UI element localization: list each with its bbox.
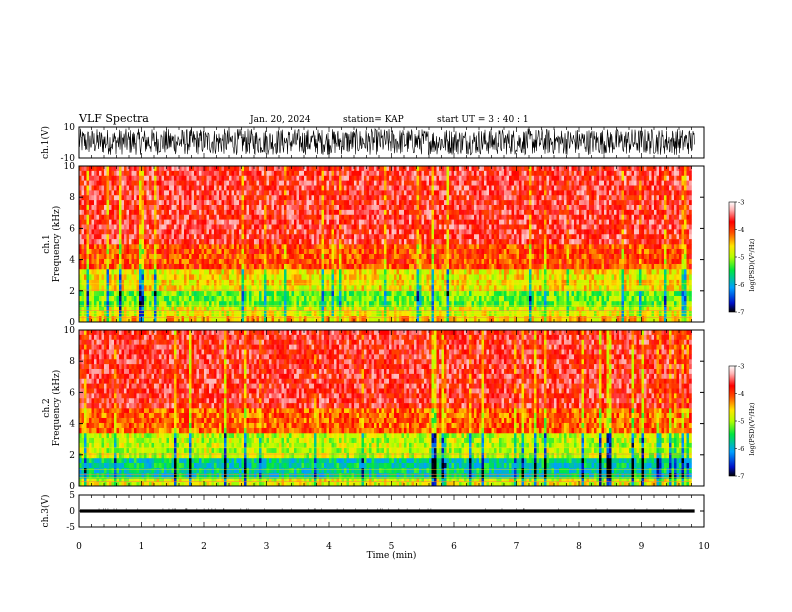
ch1-waveform-trace xyxy=(78,128,695,156)
ch1-spec-ytick-label: 2 xyxy=(69,287,75,297)
ch1-spectrogram-image xyxy=(79,166,704,322)
ch3-waveform-trace xyxy=(80,509,695,513)
ch1-spec-ytick-label: 10 xyxy=(64,162,76,172)
x-tick-label: 4 xyxy=(326,542,332,552)
ch1-colorbar: -3 -4 -5 -6 -7 log(PSD)(V²/Hz) xyxy=(728,199,756,317)
ch2-spec-ytick-label: 4 xyxy=(69,420,75,430)
ch2-spectrogram-image xyxy=(79,330,704,486)
x-tick-label: 2 xyxy=(201,542,207,552)
ch1-wave-ytick-label: -10 xyxy=(61,154,76,164)
ch3-wave-ytick-label: -5 xyxy=(66,523,75,533)
ch2-spec-ytick-label: 6 xyxy=(69,388,75,398)
x-axis-label: Time (min) xyxy=(367,550,417,561)
x-tick-label: 5 xyxy=(389,542,395,552)
ch1-colorbar-tick-label: -5 xyxy=(738,254,744,262)
ch1-colorbar-tick-label: -6 xyxy=(738,281,744,289)
ch1-spec-ytick-label: 8 xyxy=(69,193,75,203)
ch2-colorbar-tick-label: -7 xyxy=(738,473,744,481)
ch1-colorbar-scale xyxy=(728,201,736,313)
ch1-spec-ytick-label: 4 xyxy=(69,256,75,266)
ch2-colorbar-tick-label: -3 xyxy=(738,363,744,371)
date-label: Jan. 20, 2024 xyxy=(249,115,311,125)
ch2-spec-ytick-label: 2 xyxy=(69,451,75,461)
ch2-spec-ytick-label: 8 xyxy=(69,357,75,367)
ch1-colorbar-tick-label: -3 xyxy=(738,199,744,207)
x-tick-label: 10 xyxy=(698,542,710,552)
ch1-waveform-panel: 10 -10 ch.1(V) xyxy=(40,123,705,164)
x-tick-label: 3 xyxy=(264,542,270,552)
ch2-spec-ytick-label: 10 xyxy=(64,326,76,336)
ch3-waveform-panel: 5 0 -5 ch.3(V) xyxy=(40,491,705,533)
station-label: station= KAP xyxy=(343,115,404,125)
ch2-colorbar-tick-label: -4 xyxy=(738,390,744,398)
x-tick-label: 6 xyxy=(451,542,457,552)
ch2-colorbar: -3 -4 -5 -6 -7 log(PSD)(V²/Hz) xyxy=(728,363,756,481)
ch2-colorbar-tick-label: -5 xyxy=(738,418,744,426)
x-tick-label: 1 xyxy=(139,542,145,552)
ch1-spec-ytick-label: 0 xyxy=(69,318,75,328)
x-tick-label: 9 xyxy=(639,542,645,552)
x-tick-label: 7 xyxy=(514,542,520,552)
start-time-label: start UT = 3 : 40 : 1 xyxy=(437,115,529,125)
ch1-spec-ytick-label: 6 xyxy=(69,224,75,234)
ch1-waveform-ylabel: ch.1(V) xyxy=(40,126,51,159)
figure-title: VLF Spectra xyxy=(78,112,149,125)
time-axis: 0 1 2 3 4 5 6 7 8 9 10 Time (min) xyxy=(76,542,710,561)
x-tick-label: 8 xyxy=(576,542,582,552)
ch1-colorbar-tick-label: -4 xyxy=(738,226,744,234)
ch1-spectrogram-ylabel: ch.1Frequency (kHz) xyxy=(42,206,62,283)
ch2-colorbar-label: log(PSD)(V²/Hz) xyxy=(748,402,756,455)
ch3-wave-ytick-label: 5 xyxy=(69,491,75,501)
ch2-colorbar-tick-label: -6 xyxy=(738,445,744,453)
ch1-wave-ytick-label: 10 xyxy=(64,123,76,133)
ch1-colorbar-tick-label: -7 xyxy=(738,309,744,317)
ch3-waveform-ylabel: ch.3(V) xyxy=(40,495,51,528)
ch1-spectrogram-panel: 0 2 4 6 8 10 ch.1Frequency (kHz) xyxy=(42,162,705,328)
ch1-colorbar-label: log(PSD)(V²/Hz) xyxy=(748,238,756,291)
ch2-spectrogram-panel: 0 2 4 6 8 10 ch.2Frequency (kHz) xyxy=(42,326,705,492)
x-tick-label: 0 xyxy=(76,542,82,552)
ch2-spectrogram-ylabel: ch.2Frequency (kHz) xyxy=(42,370,62,447)
ch3-wave-ytick-label: 0 xyxy=(69,507,75,517)
ch2-spec-ytick-label: 0 xyxy=(69,482,75,492)
ch2-colorbar-scale xyxy=(728,365,736,477)
